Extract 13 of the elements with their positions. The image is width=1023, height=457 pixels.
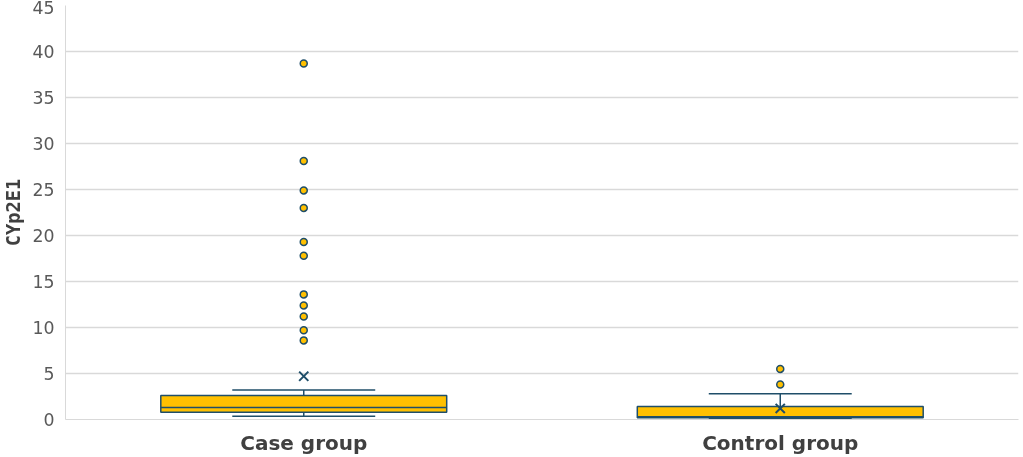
x-tick-label: Control group [702, 430, 859, 455]
y-axis-title: CYp2E1 [3, 178, 25, 247]
y-tick-label: 40 [32, 42, 55, 62]
y-tick-label: 20 [32, 226, 55, 246]
y-tick-label: 45 [32, 0, 55, 18]
y-tick-label: 15 [32, 272, 55, 292]
y-tick-label: 5 [43, 364, 55, 384]
y-tick-label: 0 [43, 410, 55, 430]
x-tick-label: Case group [240, 430, 368, 455]
y-tick-label: 25 [32, 180, 55, 200]
y-tick-label: 10 [32, 318, 55, 338]
y-tick-label: 30 [32, 134, 55, 154]
y-tick-label: 35 [32, 88, 55, 108]
